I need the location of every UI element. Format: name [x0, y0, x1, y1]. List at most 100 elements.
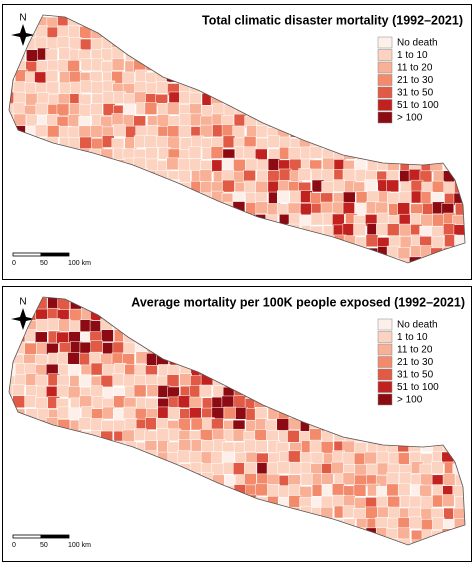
district — [232, 516, 246, 529]
district — [266, 341, 279, 354]
district — [243, 234, 256, 247]
district — [89, 474, 102, 488]
district — [243, 102, 257, 115]
district — [433, 59, 446, 73]
district — [166, 527, 180, 541]
legend-swatch — [377, 86, 393, 99]
district — [144, 472, 158, 486]
district — [35, 190, 48, 204]
district — [443, 374, 456, 387]
district — [201, 551, 213, 562]
district — [90, 385, 104, 398]
district — [13, 202, 27, 216]
district — [409, 495, 423, 509]
district — [432, 48, 446, 62]
district — [157, 461, 170, 475]
district — [386, 528, 400, 541]
district — [343, 93, 356, 106]
district — [322, 527, 336, 541]
district — [168, 496, 181, 510]
district — [466, 441, 472, 453]
district — [48, 517, 61, 530]
district — [210, 92, 224, 106]
district — [157, 518, 170, 531]
district — [144, 321, 158, 334]
district — [68, 25, 81, 39]
district — [113, 483, 126, 496]
district — [146, 37, 159, 50]
district — [90, 170, 104, 184]
district — [134, 462, 147, 475]
district — [79, 136, 92, 150]
district — [199, 36, 213, 50]
district — [188, 192, 202, 205]
district — [464, 70, 465, 83]
district — [9, 146, 14, 159]
district — [453, 386, 465, 399]
district — [81, 297, 94, 299]
district — [311, 342, 325, 355]
district — [134, 495, 148, 508]
district — [288, 518, 302, 531]
district — [69, 37, 82, 50]
district — [355, 27, 368, 40]
district — [334, 115, 347, 129]
district — [310, 59, 324, 73]
district — [9, 27, 14, 40]
district — [67, 59, 80, 73]
district — [123, 484, 136, 497]
district — [320, 246, 334, 259]
district — [89, 351, 102, 365]
district — [365, 330, 378, 343]
district — [200, 506, 213, 519]
district — [111, 472, 125, 485]
district — [67, 386, 81, 399]
district — [245, 538, 258, 545]
district — [408, 430, 422, 443]
district — [189, 506, 202, 520]
district — [180, 319, 193, 332]
district — [24, 395, 37, 408]
district — [345, 342, 358, 355]
legend-label: > 100 — [397, 113, 423, 124]
district — [387, 418, 400, 431]
district — [345, 268, 357, 280]
district — [464, 159, 465, 172]
district — [276, 418, 290, 431]
district — [344, 256, 357, 263]
district — [9, 179, 14, 193]
district — [366, 463, 379, 477]
district — [298, 258, 311, 263]
district — [47, 15, 60, 17]
district — [212, 373, 226, 387]
district — [343, 551, 355, 562]
district — [290, 551, 302, 562]
district — [342, 223, 356, 236]
district — [156, 329, 170, 342]
district — [211, 80, 224, 94]
district — [178, 26, 192, 40]
district — [90, 340, 103, 354]
district — [167, 16, 181, 30]
district — [332, 309, 345, 322]
district — [168, 257, 181, 263]
district — [453, 330, 465, 344]
district — [244, 72, 257, 85]
district — [354, 464, 368, 477]
district — [452, 373, 465, 386]
district — [134, 507, 148, 521]
district — [353, 71, 366, 84]
district — [12, 440, 25, 454]
district — [145, 15, 158, 28]
district — [135, 214, 149, 228]
district — [221, 38, 235, 51]
district — [144, 486, 158, 499]
district — [465, 269, 472, 280]
district — [320, 201, 334, 215]
district — [69, 483, 82, 497]
district — [256, 374, 270, 387]
district — [35, 25, 48, 38]
district — [300, 114, 313, 128]
district — [37, 552, 49, 562]
district — [466, 453, 472, 465]
